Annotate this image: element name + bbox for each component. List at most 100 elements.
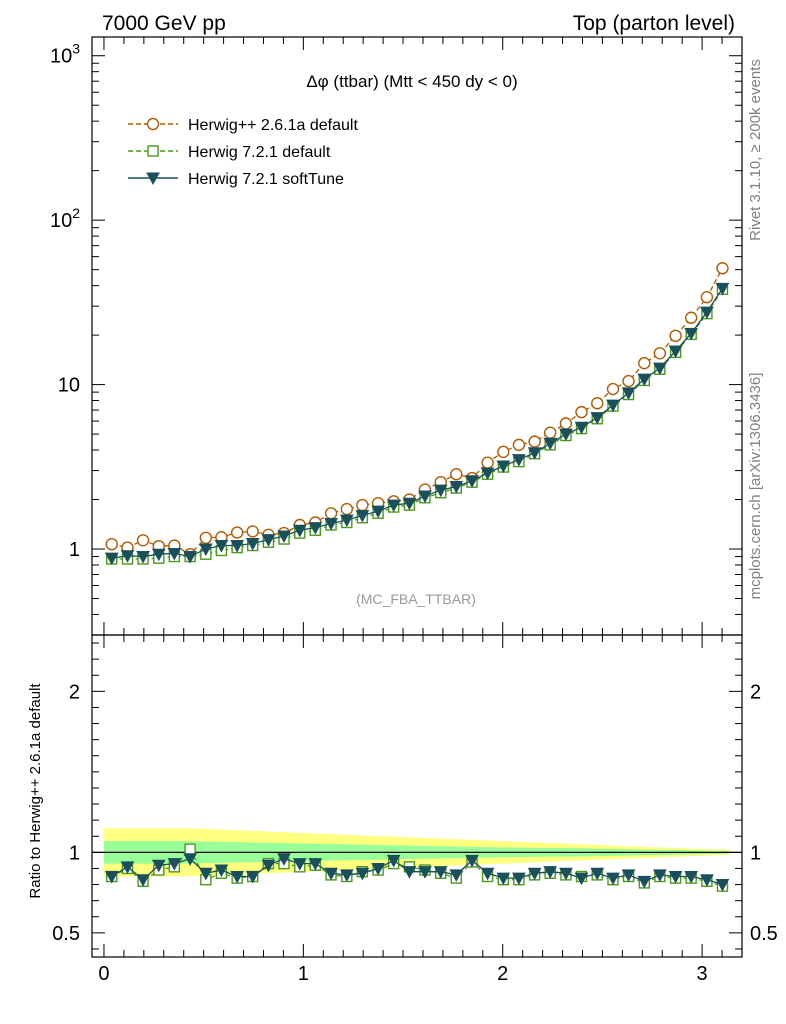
ratio-xtick-label: 1 bbox=[298, 963, 309, 985]
main-series-2-line bbox=[111, 287, 724, 559]
main-series-2-point bbox=[559, 428, 573, 442]
ratio-series-1-point bbox=[637, 875, 652, 889]
main-series-2-point bbox=[653, 362, 667, 376]
ratio-series-1-point bbox=[496, 872, 511, 886]
ratio-series-1-point bbox=[151, 859, 166, 873]
main-series-0-point bbox=[638, 356, 651, 370]
main-ytick-label: 102 bbox=[50, 205, 80, 232]
header-left: 7000 GeV pp bbox=[102, 12, 226, 35]
main-series-2-point bbox=[606, 399, 620, 413]
main-series-0-point bbox=[684, 311, 698, 324]
ratio-series-1-point bbox=[104, 871, 119, 884]
main-series-2-point bbox=[245, 538, 260, 551]
main-ytick-label: 10 bbox=[58, 375, 80, 397]
ratio-panel: 0.5 0.5 1 1 2 2 0 1 2 3 Ratio to Herwig++ 2.6.1a … bbox=[27, 634, 778, 985]
ratio-ytick-label-right: 2 bbox=[750, 681, 761, 703]
ratio-series-1-point bbox=[590, 867, 605, 881]
ratio-series-1-point bbox=[261, 859, 276, 873]
main-series-2-point bbox=[371, 505, 385, 519]
main-series-0-point bbox=[199, 531, 213, 545]
main-series-0-point bbox=[669, 329, 682, 343]
ratio-series-1-point bbox=[167, 858, 182, 871]
main-series-0-point bbox=[543, 426, 557, 439]
ratio-series-1-point bbox=[245, 871, 260, 884]
header-right: Top (parton level) bbox=[573, 12, 735, 35]
legend-marker bbox=[147, 145, 159, 157]
main-series-2-point bbox=[324, 517, 338, 531]
main-series-2-point bbox=[104, 552, 119, 566]
main-series-0-point bbox=[591, 397, 604, 410]
main-series-0-point bbox=[246, 525, 259, 538]
ratio-series-1-point bbox=[621, 869, 636, 882]
main-series-2-point bbox=[449, 481, 464, 494]
ratio-series-1-point bbox=[527, 867, 542, 881]
ratio-series-1-point bbox=[199, 867, 213, 881]
main-series-2-point bbox=[151, 548, 166, 562]
main-series-2-point bbox=[339, 514, 354, 528]
main-series-0-point bbox=[559, 417, 573, 430]
main-ytick-label: 103 bbox=[50, 41, 80, 68]
main-series-2-point bbox=[183, 551, 197, 564]
ratio-series-1-point bbox=[606, 872, 620, 886]
main-series-2-point bbox=[418, 490, 432, 504]
main-series-2-point bbox=[230, 540, 244, 553]
ratio-uncertainty-band bbox=[92, 828, 742, 877]
main-series-2-point bbox=[637, 373, 652, 387]
main-series-2-point bbox=[386, 499, 401, 513]
main-series-2-point bbox=[543, 437, 558, 451]
ratio-series-1-point bbox=[371, 862, 385, 876]
main-series-0-point bbox=[356, 498, 369, 512]
main-series-0-point bbox=[575, 405, 588, 419]
main-series-0-point bbox=[324, 507, 338, 520]
ratio-xtick-label: 3 bbox=[697, 963, 708, 985]
main-series-0-point bbox=[606, 382, 620, 396]
main-series-0-point bbox=[512, 438, 526, 452]
ratio-axis-ticks: 0.5 0.5 1 1 2 2 0 1 2 3 bbox=[52, 635, 778, 985]
main-series-2-point bbox=[261, 534, 276, 547]
legend: Herwig++ 2.6.1a default Herwig 7.2.1 defa… bbox=[128, 117, 358, 188]
ratio-ytick-label-right: 0.5 bbox=[750, 923, 778, 945]
main-series-0-point bbox=[481, 456, 494, 469]
main-series-2-point bbox=[512, 454, 526, 467]
ratio-series-0-point bbox=[184, 843, 196, 855]
main-axis-ticks: 1 10 102 103 bbox=[50, 37, 743, 636]
ratio-series-layer bbox=[104, 843, 730, 892]
mcplots-label: mcplots.cern.ch [arXiv:1306.3436] bbox=[747, 373, 764, 600]
ratio-series-1-point bbox=[559, 867, 573, 881]
main-series-2-point bbox=[574, 421, 589, 435]
analysis-tag: (MC_FBA_TTBAR) bbox=[356, 591, 476, 607]
main-series-2-point bbox=[480, 467, 495, 481]
main-series-2-point bbox=[308, 522, 323, 535]
ratio-series-1-line bbox=[111, 858, 723, 886]
rivet-label: Rivet 3.1.10, ≥ 200k events bbox=[747, 59, 764, 241]
ratio-series-1-point bbox=[324, 867, 338, 881]
main-series-2-point bbox=[402, 497, 417, 511]
ratio-series-1-point bbox=[684, 871, 698, 884]
ratio-ylabel: Ratio to Herwig++ 2.6.1a default bbox=[27, 683, 44, 899]
main-series-2-point bbox=[199, 543, 213, 557]
main-series-0-line bbox=[111, 267, 724, 556]
ratio-series-1-point bbox=[449, 869, 464, 882]
ratio-ytick-label: 0.5 bbox=[52, 923, 80, 945]
main-series-2-point bbox=[136, 551, 150, 564]
ratio-series-1-point bbox=[136, 874, 150, 887]
main-series-2-point bbox=[621, 387, 636, 400]
main-series-2-point bbox=[292, 524, 307, 538]
main-series-0-point bbox=[136, 534, 150, 547]
main-series-2-point bbox=[684, 327, 698, 341]
ratio-series-1-point bbox=[543, 866, 558, 879]
ratio-series-1-point bbox=[292, 858, 307, 871]
ratio-ytick-label-right: 1 bbox=[750, 842, 761, 864]
legend-label: Herwig++ 2.6.1a default bbox=[188, 117, 358, 134]
main-series-0-point bbox=[700, 291, 714, 304]
ratio-series-1-point bbox=[214, 864, 229, 878]
main-series-2-point bbox=[668, 345, 683, 359]
main-series-2-point bbox=[120, 550, 135, 563]
ratio-series-0-line bbox=[111, 847, 723, 887]
main-series-0-point bbox=[622, 374, 635, 388]
main-series-0-point bbox=[230, 526, 244, 539]
main-series-2-point bbox=[496, 460, 511, 474]
main-series-0-point bbox=[716, 262, 729, 275]
ratio-series-1-point bbox=[339, 869, 354, 882]
